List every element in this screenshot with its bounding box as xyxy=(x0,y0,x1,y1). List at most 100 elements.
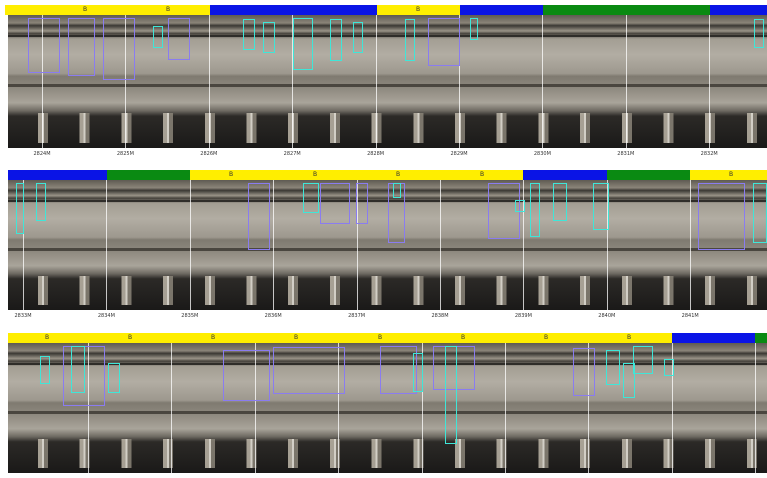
mile-label: 2827M xyxy=(284,151,301,157)
detection-box xyxy=(320,183,350,224)
detection-box xyxy=(36,183,46,221)
detection-box xyxy=(530,183,540,237)
detection-box xyxy=(356,183,368,224)
detection-box xyxy=(393,183,401,198)
section-line xyxy=(171,343,172,473)
section-line xyxy=(542,15,543,148)
detection-box xyxy=(248,183,270,250)
segment-label: B xyxy=(544,333,548,343)
segment-label: B xyxy=(166,5,170,15)
mile-label: 2825M xyxy=(117,151,134,157)
detection-box xyxy=(103,18,135,80)
segment-bar xyxy=(107,170,190,180)
segment-bar xyxy=(543,5,710,15)
segment-label: B xyxy=(83,5,87,15)
segment-label: B xyxy=(480,170,484,180)
section-line xyxy=(376,15,377,148)
segment-label: B xyxy=(211,333,215,343)
detection-box xyxy=(293,18,313,71)
detection-box xyxy=(330,19,342,61)
segment-bar xyxy=(8,170,107,180)
mile-label: 2837M xyxy=(348,313,365,319)
mile-label: 2830M xyxy=(534,151,551,157)
mile-label: 2828M xyxy=(367,151,384,157)
section-line xyxy=(273,180,274,310)
segment-label: B xyxy=(627,333,631,343)
section-line xyxy=(505,343,506,473)
segment-bar xyxy=(5,5,210,15)
section-line xyxy=(626,15,627,148)
segment-bar xyxy=(460,5,543,15)
section-line xyxy=(190,180,191,310)
tunnel-image xyxy=(8,180,767,310)
segment-label: B xyxy=(45,333,49,343)
section-line xyxy=(755,343,756,473)
mile-label: 2824M xyxy=(33,151,50,157)
detection-box xyxy=(633,346,653,374)
detection-box xyxy=(273,347,345,395)
mile-label: 2829M xyxy=(450,151,467,157)
section-line xyxy=(209,15,210,148)
detection-box xyxy=(428,18,460,67)
detection-box xyxy=(16,183,24,234)
detection-box xyxy=(573,348,595,396)
segment-bar xyxy=(523,170,607,180)
mile-label: 2833M xyxy=(14,313,31,319)
segment-bar xyxy=(8,333,672,343)
segment-bar xyxy=(210,5,377,15)
mile-label: 2835M xyxy=(181,313,198,319)
detection-box xyxy=(40,356,50,384)
detection-box xyxy=(68,18,95,76)
detection-box xyxy=(223,350,270,401)
section-line xyxy=(709,15,710,148)
detection-box xyxy=(303,183,319,214)
segment-label: B xyxy=(378,333,382,343)
mile-label: 2838M xyxy=(431,313,448,319)
detection-box xyxy=(664,359,674,377)
mile-label: 2831M xyxy=(617,151,634,157)
mile-label: 2832M xyxy=(701,151,718,157)
detection-box xyxy=(353,22,363,53)
inspection-strip: B B B B B B B B xyxy=(0,333,767,478)
section-line xyxy=(106,180,107,310)
detection-box xyxy=(263,22,275,53)
detection-box xyxy=(413,353,423,391)
tunnel-image xyxy=(8,15,767,148)
mile-label: 2826M xyxy=(200,151,217,157)
detection-box xyxy=(470,18,478,40)
detection-box xyxy=(168,18,190,60)
tunnel-image xyxy=(8,343,767,473)
segment-label: B xyxy=(729,170,733,180)
section-line xyxy=(440,180,441,310)
detection-box xyxy=(553,183,567,221)
mile-label: 2836M xyxy=(265,313,282,319)
section-line xyxy=(690,180,691,310)
detection-box xyxy=(445,346,457,444)
segment-bar xyxy=(672,333,755,343)
mile-label: 2834M xyxy=(98,313,115,319)
detection-box xyxy=(754,19,764,48)
detection-box xyxy=(71,346,85,394)
detection-box xyxy=(243,19,255,50)
segment-bar xyxy=(710,5,767,15)
detection-box xyxy=(753,183,767,244)
segment-bar xyxy=(190,170,523,180)
detection-box xyxy=(515,200,525,212)
segment-label: B xyxy=(313,170,317,180)
segment-label: B xyxy=(229,170,233,180)
detection-box xyxy=(593,183,609,231)
mile-label: 2839M xyxy=(515,313,532,319)
mile-label: 2841M xyxy=(682,313,699,319)
detection-box xyxy=(108,363,120,394)
segment-label: B xyxy=(416,5,420,15)
segment-bar xyxy=(607,170,690,180)
page: B B B 2824M 2825M 2826M 2827M 2828M 2829M 2830… xyxy=(0,0,767,478)
mile-label: 2840M xyxy=(598,313,615,319)
segment-label: B xyxy=(396,170,400,180)
detection-box xyxy=(28,18,60,73)
segment-label: B xyxy=(461,333,465,343)
segment-label: B xyxy=(128,333,132,343)
detection-box xyxy=(698,183,745,250)
detection-box xyxy=(606,350,620,386)
